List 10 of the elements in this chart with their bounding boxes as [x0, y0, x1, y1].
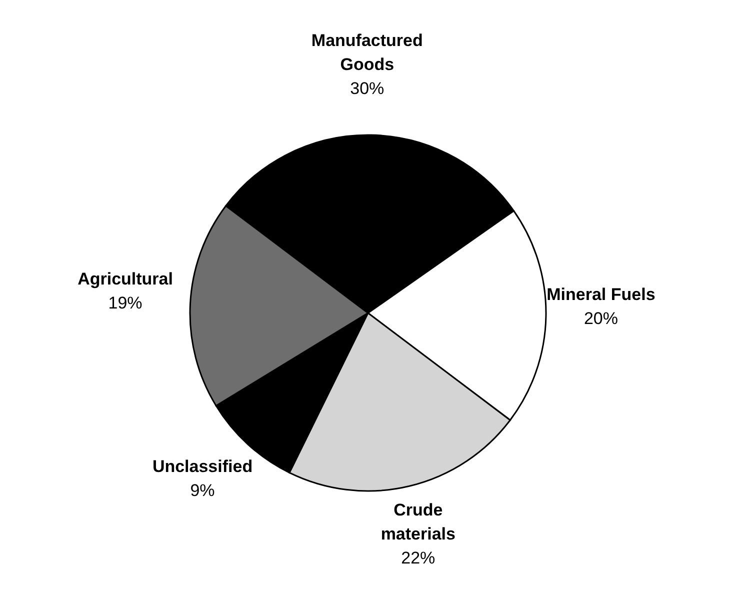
data-label: 19% — [108, 293, 142, 312]
slice-label: Unclassified — [152, 456, 253, 476]
slice-label: Mineral Fuels — [546, 285, 656, 304]
data-label: 9% — [190, 480, 215, 500]
slice-label: Agricultural — [78, 269, 173, 288]
data-label: 30% — [350, 79, 384, 98]
slice-label: Manufactured Goods — [311, 31, 423, 74]
data-label: 22% — [401, 548, 436, 568]
data-label: 20% — [584, 309, 618, 328]
slice-label: Crude materials — [380, 500, 456, 544]
